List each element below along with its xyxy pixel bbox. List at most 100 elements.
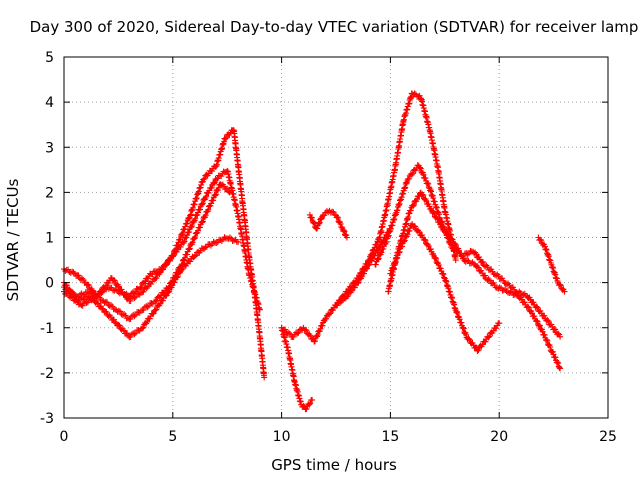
data-point [181,254,188,261]
data-point [135,290,142,297]
data-point [103,309,110,315]
data-point [197,184,204,191]
data-point [452,242,459,248]
data-point [547,344,554,350]
data-point [189,204,196,211]
data-point [460,255,467,262]
data-point [449,236,456,243]
data-point [369,250,375,257]
data-point [212,192,219,199]
data-point [186,215,192,222]
data-point [171,274,178,281]
data-point [99,289,106,295]
data-point [534,318,541,325]
data-point [193,195,200,201]
data-point [340,227,347,234]
data-point [308,214,315,221]
data-point [319,322,326,329]
data-point [188,223,195,230]
data-point [533,317,540,324]
data-point [374,256,381,263]
data-point [135,327,142,333]
data-point [465,335,472,342]
data-point [152,275,159,282]
data-point [158,266,165,273]
data-point [364,258,371,264]
data-point [199,219,206,226]
data-point [75,272,82,279]
data-point [364,260,371,267]
data-point [222,136,228,143]
data-point [145,302,152,309]
data-point [208,200,215,207]
series-arc-8 [333,90,459,309]
data-point [188,224,195,231]
data-point [347,284,354,291]
data-point [421,236,428,243]
data-point [397,197,403,204]
axes: 0 5 10 15 20 25 -3 -2 -1 0 1 2 3 4 5 [40,50,617,445]
data-point [132,330,139,336]
data-point [442,228,449,235]
data-point [454,310,461,317]
data-point [166,283,173,290]
data-point [235,239,242,245]
data-point [108,302,114,308]
data-point [184,220,191,227]
data-point [111,277,118,284]
data-point [552,354,559,361]
data-point [125,315,131,321]
data-point [189,239,196,246]
data-point [425,180,432,187]
data-point [186,245,193,252]
data-point [400,190,407,197]
data-point [115,283,122,290]
data-point [149,271,156,278]
data-point [545,318,552,324]
data-point [547,257,554,264]
data-point [337,220,344,227]
data-point [112,286,119,293]
data-point [463,331,469,338]
data-point [334,302,340,309]
data-point [417,164,423,171]
data-point [112,319,119,326]
data-point [427,246,434,253]
data-point [186,246,193,253]
data-point [146,315,153,322]
data-point [215,185,222,191]
data-point [511,291,518,298]
data-point [317,325,324,332]
data-point [485,334,492,341]
data-point [323,315,330,322]
data-point [341,228,348,235]
data-point [127,334,134,340]
y-tick-label: 1 [45,231,54,247]
data-point [177,244,184,250]
data-point [311,338,318,345]
data-point [226,189,233,196]
data-point [191,235,198,242]
x-tick-label: 10 [273,429,291,445]
data-point [192,252,199,259]
data-point [303,327,310,334]
data-point [144,304,151,311]
data-point [195,209,201,216]
data-point [123,290,130,297]
data-point [462,258,469,265]
series-arc-1 [61,127,268,381]
series-arc-10 [387,221,503,354]
data-point [453,308,460,315]
y-tick-label: -1 [40,321,54,337]
x-tick-label: 20 [490,429,508,445]
data-point [135,309,142,315]
data-point [225,188,232,195]
data-point [327,310,334,317]
data-point [458,319,465,326]
data-point [62,267,69,274]
data-point [448,294,455,301]
data-point [94,300,101,307]
data-point [411,90,418,97]
data-point [132,311,139,318]
data-point [554,359,561,366]
